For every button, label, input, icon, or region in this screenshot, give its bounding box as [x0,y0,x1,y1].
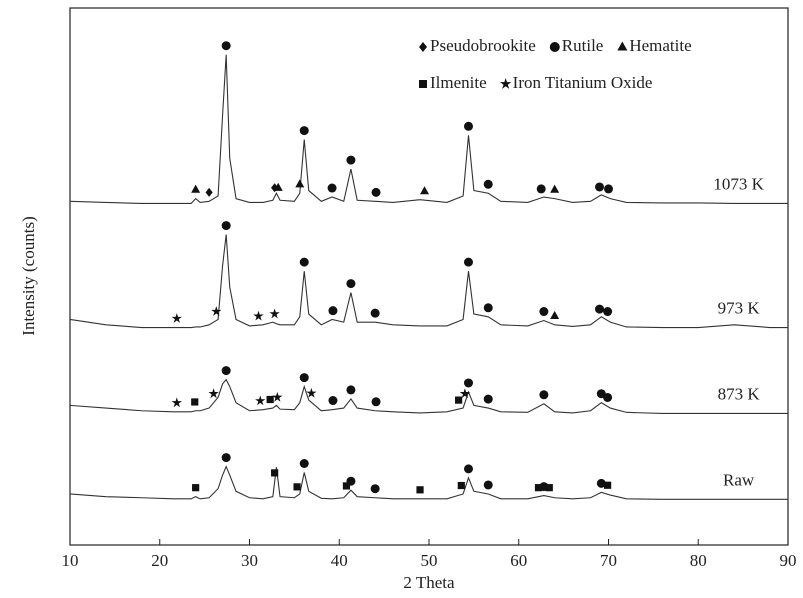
plot-frame [69,7,789,546]
xrd-trace [69,54,788,205]
x-tick-label: 60 [510,551,527,570]
series-label: 873 K [718,384,761,403]
marker-circle [483,480,493,490]
marker-square [534,484,543,492]
marker-star [255,395,266,406]
marker-square [416,486,424,494]
marker-square [419,80,427,88]
marker-circle [299,126,309,136]
marker-circle [603,307,613,317]
marker-circle [327,183,337,193]
marker-triangle [295,179,305,188]
marker-square [604,481,612,489]
marker-circle [604,184,613,194]
marker-circle [595,304,605,314]
marker-star [211,306,222,316]
marker-square [545,484,553,492]
marker-circle [371,187,381,197]
marker-star [269,308,280,319]
marker-circle [370,308,380,318]
marker-square [192,484,200,492]
marker-circle [596,478,606,488]
x-tick-label: 70 [600,551,617,570]
x-axis-label: 2 Theta [403,573,455,592]
marker-star [171,313,182,323]
legend-label: Iron Titanium Oxide [513,73,653,92]
marker-circle [483,303,493,313]
marker-square [191,398,199,406]
marker-circle [603,392,613,402]
marker-circle [371,397,381,407]
marker-star [208,388,219,399]
legend-label: Rutile [562,36,604,55]
x-tick-label: 90 [780,551,797,570]
legend-label: Ilmenite [430,73,487,92]
marker-circle [595,182,605,192]
xrd-trace [69,234,788,329]
marker-triangle [420,186,430,195]
marker-circle [463,257,473,267]
marker-star [253,310,264,321]
marker-triangle [550,310,560,319]
marker-square [455,396,463,404]
x-tick-label: 40 [331,551,348,570]
xrd-trace [69,378,788,414]
marker-square [457,481,465,490]
marker-square [342,482,351,490]
marker-circle [221,221,231,231]
marker-circle [483,394,493,404]
marker-star [459,388,471,399]
marker-star [171,397,182,408]
x-tick-label: 80 [690,551,707,570]
marker-circle [221,453,231,463]
marker-star [272,391,283,402]
marker-triangle [617,41,628,51]
marker-star [306,387,317,398]
marker-diamond [205,187,213,197]
marker-circle [346,279,356,289]
marker-circle [463,378,473,388]
legend-label: Pseudobrookite [430,36,536,55]
marker-circle [539,390,549,400]
x-tick-label: 50 [421,551,438,570]
legend-label: Hematite [629,36,691,55]
series-label: Raw [723,470,755,489]
marker-circle [299,257,309,267]
marker-circle [463,464,473,474]
marker-star [499,78,512,89]
x-tick-label: 20 [151,551,168,570]
x-tick-label: 30 [241,551,258,570]
xrd-trace [69,465,788,500]
marker-circle [299,373,309,383]
x-tick-label: 10 [62,551,79,570]
marker-triangle [550,184,560,193]
marker-circle [328,396,338,406]
marker-circle [346,155,356,165]
marker-circle [463,121,473,131]
marker-circle [346,385,356,395]
series-label: 1073 K [713,174,764,193]
marker-circle [539,307,549,317]
marker-triangle [191,184,201,193]
y-axis-label: Intensity (counts) [19,216,38,335]
marker-triangle [273,182,283,191]
marker-circle [370,484,380,494]
marker-diamond [419,42,427,52]
marker-circle [536,184,546,194]
marker-circle [483,179,493,189]
marker-circle [328,306,338,316]
series-label: 973 K [718,298,761,317]
marker-circle [299,459,309,469]
marker-square [271,469,279,477]
marker-circle [549,42,560,52]
marker-square [293,483,301,491]
marker-square [266,395,274,404]
marker-circle [221,41,231,51]
marker-circle [221,366,231,376]
